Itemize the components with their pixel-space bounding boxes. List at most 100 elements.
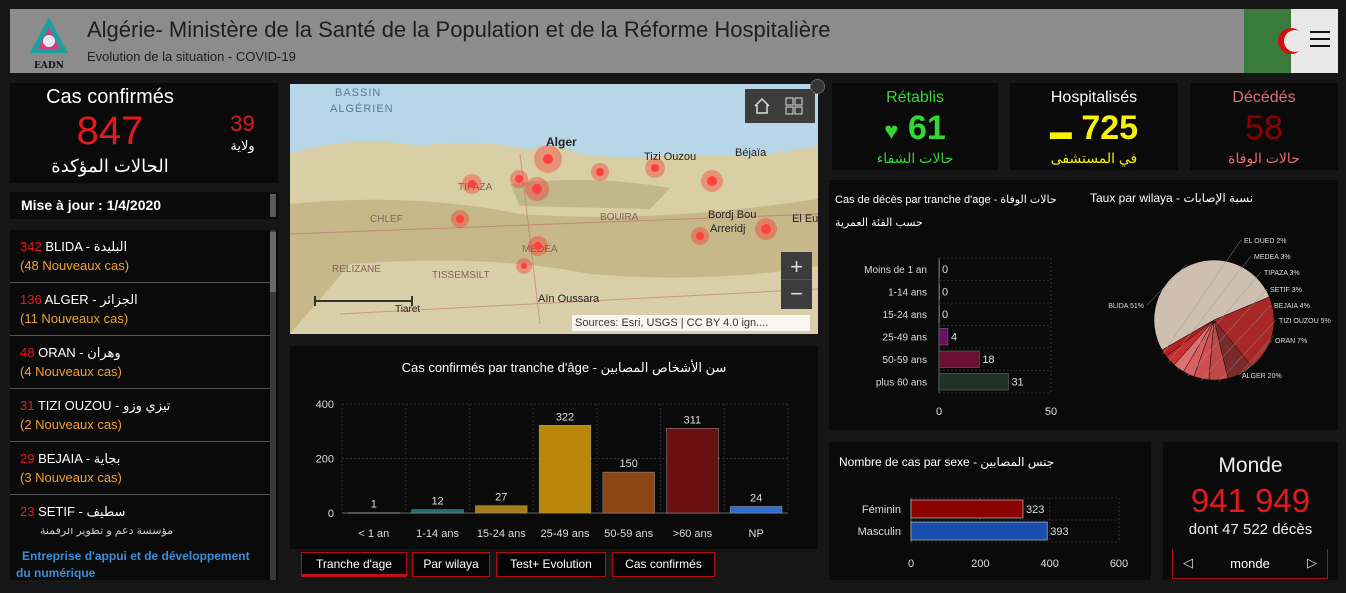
age-bar[interactable] (347, 512, 400, 514)
confirmed-panel: Cas confirmés 847 الحالات المؤكدة 39 ولا… (10, 83, 278, 183)
sex-bar[interactable] (910, 521, 1048, 541)
case-markers[interactable] (451, 145, 777, 274)
age-bar[interactable] (730, 506, 783, 514)
age-bar[interactable] (475, 505, 528, 514)
age-chart-panel: Cas confirmés par tranche d'âge - سن الأ… (290, 346, 818, 549)
zoom-in-button[interactable]: + (781, 252, 812, 282)
pie-slice-label: MEDEA 3% (1254, 254, 1291, 261)
map-label: TIPAZA (458, 182, 493, 193)
death-bar[interactable] (938, 260, 940, 278)
map-label: Bordj Bou (708, 209, 756, 221)
age-bar[interactable] (602, 471, 655, 514)
algeria-flag (1244, 9, 1338, 73)
monde-nav-label: monde (1230, 556, 1270, 571)
map-label: Tizi Ouzou (644, 151, 696, 163)
y-tick-label: 400 (316, 399, 334, 411)
age-category-label: 15-24 ans (477, 528, 526, 540)
pie-leader-line (1146, 264, 1187, 306)
pie-slice[interactable] (1161, 319, 1215, 357)
list-item[interactable]: 23 SETIF - سطيف (20, 504, 126, 519)
death-category-label: Moins de 1 an (864, 265, 927, 276)
pie-slice[interactable] (1213, 296, 1275, 367)
map-label: Alger (546, 135, 577, 149)
deaths-age-chart: Cas de décès par tranche d'age - حالات ا… (835, 194, 1057, 418)
confirmed-title: Cas confirmés (46, 86, 174, 108)
map-label: Aïn Oussara (538, 293, 600, 305)
x-tick-label: 0 (936, 406, 942, 418)
x-tick-label: 50 (1045, 406, 1057, 418)
age-bar-label: 27 (495, 492, 507, 504)
death-bar-label: 0 (942, 309, 948, 321)
age-bar[interactable] (411, 509, 464, 514)
death-bar[interactable] (938, 328, 949, 346)
page-title: Algérie- Ministère de la Santé de la Pop… (87, 17, 831, 42)
tab-cas-confirmes[interactable]: Cas confirmés (612, 552, 715, 577)
tab-test-evolution[interactable]: Test+ Evolution (496, 552, 606, 577)
pie-leader-line (1238, 334, 1275, 376)
prev-arrow-icon[interactable]: ◁ (1183, 555, 1193, 570)
map-label: BASSIN (335, 87, 381, 99)
sex-category-label: Masculin (858, 526, 901, 538)
confirmed-arabic: الحالات المؤكدة (51, 156, 169, 176)
death-bar-label: 4 (951, 332, 957, 344)
zoom-out-button[interactable]: − (781, 279, 812, 309)
sex-bar-label: 323 (1026, 504, 1044, 516)
basemap-gallery-icon[interactable] (785, 97, 803, 115)
sex-chart-panel: Nombre de cas par sexe - جنس المصابين 0 2… (829, 442, 1151, 580)
pie-leader-line (1218, 319, 1277, 382)
pie-slice-label: BEJAIA 4% (1274, 303, 1310, 310)
map-label: Béjaïa (735, 147, 767, 159)
list-item[interactable]: 29 BEJAIA - بجاية (3 Nouveaux cas) (10, 442, 270, 495)
pie-slice[interactable] (1153, 259, 1270, 351)
pie-leader-line (1241, 339, 1273, 376)
footer-scrollbar[interactable] (270, 528, 276, 580)
pie-chart-title: Taux par wilaya - نسبة الإصابات (1090, 191, 1253, 205)
eadn-logo: EADN (28, 15, 70, 71)
deaths-chart-title: Cas de décès par tranche d'age - حالات ا… (835, 194, 1057, 206)
tab-par-wilaya[interactable]: Par wilaya (412, 552, 490, 577)
list-item[interactable]: 48 ORAN - وهران (4 Nouveaux cas) (10, 336, 270, 389)
hospitalized-value: ▬ 725 (1049, 109, 1139, 147)
deaths-panel: Décédés 58 حالات الوفاة (1190, 83, 1338, 170)
list-item[interactable]: 136 ALGER - الجزائر (11 Nouveaux cas) (10, 283, 270, 336)
pie-slice-label: EL OUED 2% (1244, 238, 1287, 245)
hospitalized-arabic: في المستشفى (1050, 150, 1138, 166)
age-bar-label: 311 (684, 414, 702, 426)
recovered-panel: Rétablis ♥ 61 حالات الشفاء (832, 83, 998, 170)
age-bar[interactable] (666, 428, 719, 514)
pie-slice-label: SETIF 3% (1270, 287, 1302, 294)
list-item[interactable]: 31 TIZI OUZOU - تيزي وزو (2 Nouveaux cas… (10, 389, 270, 442)
list-scrollbar-thumb[interactable] (270, 232, 276, 292)
age-bar[interactable] (538, 425, 592, 514)
age-chart-title: Cas confirmés par tranche d'âge - سن الأ… (402, 359, 727, 376)
death-bar[interactable] (938, 283, 940, 301)
home-icon[interactable] (753, 97, 771, 115)
sex-chart-title: Nombre de cas par sexe - جنس المصابين (839, 455, 1054, 470)
age-bar-label: 12 (431, 496, 443, 508)
menu-icon[interactable] (1310, 31, 1330, 47)
death-bar-label: 0 (942, 264, 948, 276)
list-scrollbar[interactable] (270, 230, 276, 528)
list-item[interactable]: 342 BLIDA - البليدة (48 Nouveaux cas) (10, 230, 270, 283)
sex-bar[interactable] (910, 499, 1024, 519)
age-category-label: 25-49 ans (541, 528, 590, 540)
next-arrow-icon[interactable]: ▷ (1307, 555, 1317, 570)
pie-slice-label: ORAN 7% (1275, 338, 1307, 345)
expand-icon[interactable] (810, 79, 825, 94)
y-tick-label: 200 (316, 454, 334, 466)
death-bar[interactable] (938, 305, 940, 323)
map-canvas[interactable]: BASSIN ALGÉRIEN Alger Tizi Ouzou Béjaïa … (290, 84, 818, 334)
death-bar-label: 0 (942, 287, 948, 299)
update-scrollbar[interactable] (270, 194, 276, 217)
death-bar[interactable] (938, 373, 1009, 391)
age-bar-label: 322 (556, 411, 574, 423)
age-category-label: 1-14 ans (416, 528, 459, 540)
death-category-label: 1-14 ans (888, 288, 927, 299)
pie-leader-line (1162, 239, 1242, 355)
deaths-chart-subtitle: حسب الفئة العمرية (835, 217, 923, 229)
death-bar[interactable] (938, 350, 980, 368)
recovered-value: ♥ 61 (884, 109, 946, 147)
map[interactable]: BASSIN ALGÉRIEN Alger Tizi Ouzou Béjaïa … (290, 84, 818, 334)
tab-tranche-age[interactable]: Tranche d'age (301, 552, 407, 577)
wilaya-pie-panel: Taux par wilaya - نسبة الإصابات BLIDA 51… (1084, 180, 1338, 430)
